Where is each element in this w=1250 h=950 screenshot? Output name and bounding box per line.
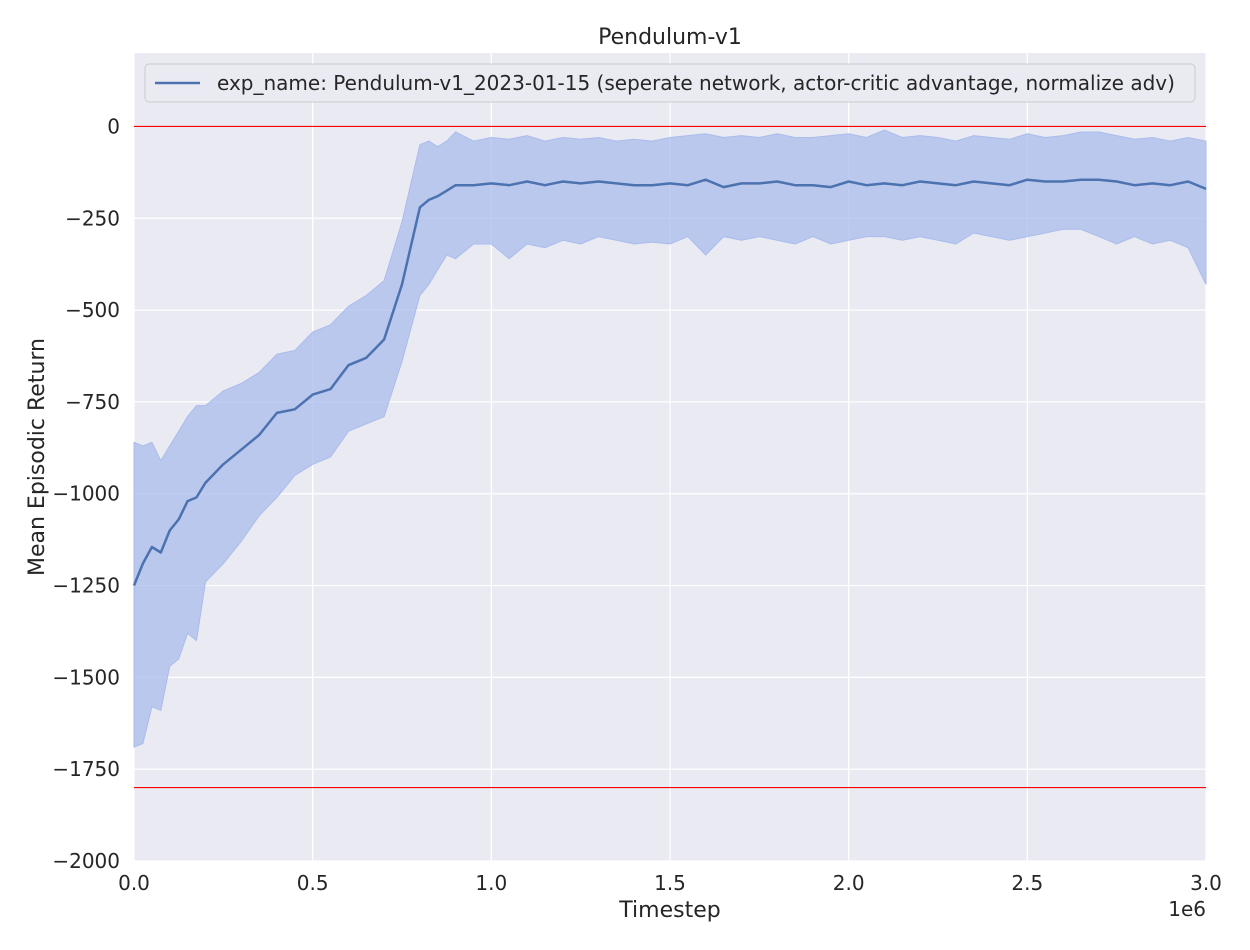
y-tick-label: 0 <box>107 114 120 138</box>
x-tick-label: 1.0 <box>475 871 507 895</box>
legend: exp_name: Pendulum-v1_2023-01-15 (sepera… <box>144 63 1196 103</box>
x-tick-labels: 0.0 0.5 1.0 1.5 2.0 2.5 3.0 <box>118 871 1222 895</box>
y-tick-label: −1000 <box>52 482 120 506</box>
mean-return-line <box>132 178 1207 586</box>
x-tick-label: 2.0 <box>833 871 865 895</box>
x-axis-title: Timestep <box>618 898 720 923</box>
x-offset-label: 1e6 <box>1168 897 1206 921</box>
x-tick-label: 2.5 <box>1011 871 1043 895</box>
y-tick-label: −250 <box>65 206 120 230</box>
legend-label: exp_name: Pendulum-v1_2023-01-15 (sepera… <box>217 71 1175 95</box>
x-tick-label: 3.0 <box>1190 871 1222 895</box>
y-tick-label: −500 <box>65 298 120 322</box>
x-tick-label: 0.5 <box>297 871 329 895</box>
y-tick-label: −1500 <box>52 665 120 689</box>
x-tick-label: 1.5 <box>654 871 686 895</box>
y-tick-label: −1250 <box>52 574 120 598</box>
y-tick-label: −2000 <box>52 849 120 873</box>
legend-box <box>144 63 1196 103</box>
chart-title: Pendulum-v1 <box>598 25 742 50</box>
x-tick-label: 0.0 <box>118 871 150 895</box>
reference-lines <box>134 125 1206 789</box>
y-tick-label: −750 <box>65 390 120 414</box>
line-layer <box>132 178 1207 586</box>
y-tick-labels: 0 −250 −500 −750 −1000 −1250 −1500 −1750 −2000 <box>52 114 120 873</box>
y-tick-label: −1750 <box>52 757 120 781</box>
y-axis-title: Mean Episodic Return <box>25 338 50 576</box>
